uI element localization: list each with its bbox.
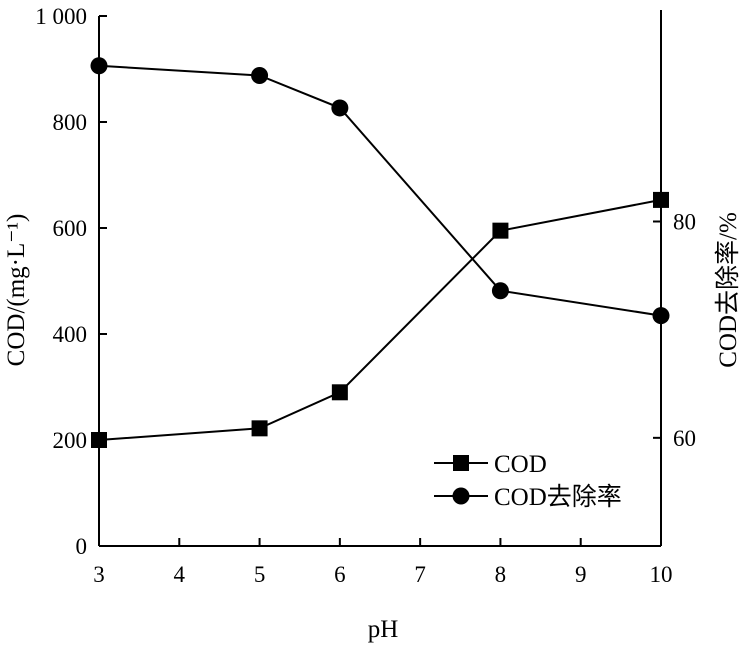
y-right-axis-title: COD去除率/% [714,212,742,368]
x-ticks: 3 4 5 6 7 8 9 10 [93,538,673,587]
y-left-tick-label: 200 [53,428,88,453]
y-right-ticks: 60 80 [653,210,696,451]
x-tick-label: 9 [575,562,587,587]
cod-removal-point [331,99,349,117]
legend-item-cod-removal: COD去除率 [434,483,622,511]
x-tick-label: 10 [650,562,673,587]
cod-point [91,432,107,448]
y-left-tick-label: 600 [53,216,88,241]
y-left-ticks: 0 200 400 600 800 1 000 [35,4,107,559]
x-tick-label: 5 [254,562,266,587]
legend-circle-marker [452,487,470,505]
x-axis-title: pH [368,616,399,643]
x-tick-label: 8 [495,562,507,587]
y-left-tick-label: 800 [53,110,88,135]
y-right-tick-label: 60 [673,426,696,451]
x-tick-label: 6 [334,562,346,587]
y-left-axis-title: COD/(mg·L⁻¹) [3,214,30,367]
x-tick-label: 7 [414,562,426,587]
legend-item-cod: COD [434,451,547,478]
series-markers [90,57,670,448]
cod-removal-point [491,282,509,300]
cod-removal-point [90,57,108,75]
legend: COD COD去除率 [434,451,622,511]
cod-removal-point [652,307,670,325]
series-lines [98,64,662,441]
legend-square-marker [453,455,469,471]
cod-point [653,191,669,208]
y-left-tick-label: 0 [76,534,88,559]
cod-point [331,384,348,401]
x-tick-label: 4 [174,562,186,587]
legend-label-cod: COD [494,451,547,478]
series-line-0 [98,198,662,441]
cod-point [492,222,509,239]
x-tick-label: 3 [93,562,105,587]
cod-point [251,420,268,437]
legend-label-cod-removal: COD去除率 [494,483,622,511]
y-left-tick-label: 400 [53,322,88,347]
y-left-tick-label: 1 000 [35,4,87,29]
y-right-tick-label: 80 [673,210,696,235]
series-line-1 [98,64,662,317]
cod-removal-point [251,66,269,84]
